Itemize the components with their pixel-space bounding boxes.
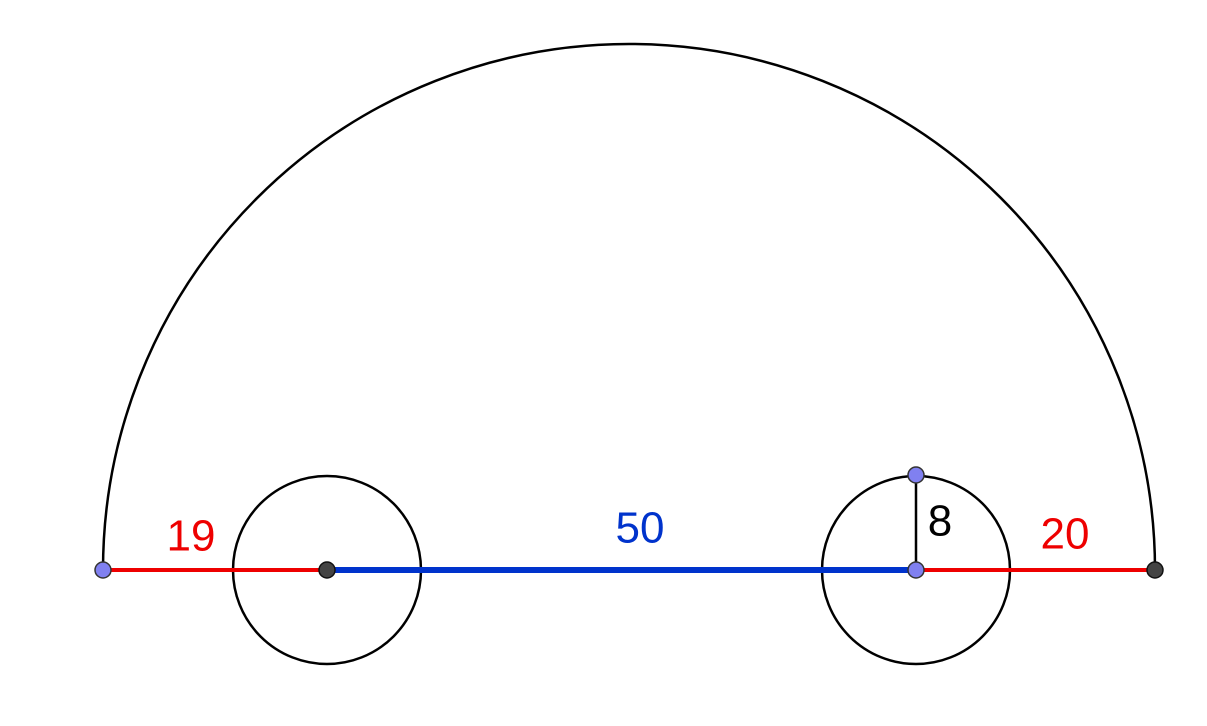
segment-label: 20 bbox=[1041, 510, 1090, 559]
point bbox=[907, 561, 925, 579]
semicircle-arc bbox=[101, 42, 1157, 571]
point bbox=[907, 466, 925, 484]
point bbox=[94, 561, 112, 579]
segment-label: 50 bbox=[616, 504, 665, 553]
segment-label: 8 bbox=[928, 497, 952, 546]
point bbox=[1146, 561, 1164, 579]
point bbox=[318, 561, 336, 579]
segment-label: 19 bbox=[167, 512, 216, 561]
